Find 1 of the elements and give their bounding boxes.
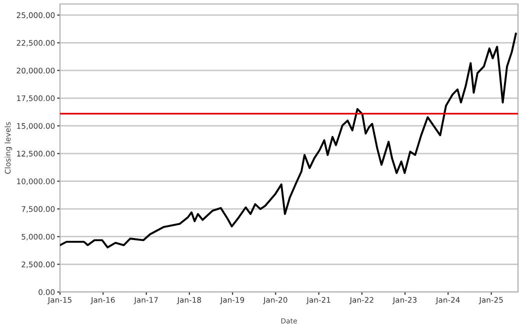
- line-series: [60, 32, 517, 248]
